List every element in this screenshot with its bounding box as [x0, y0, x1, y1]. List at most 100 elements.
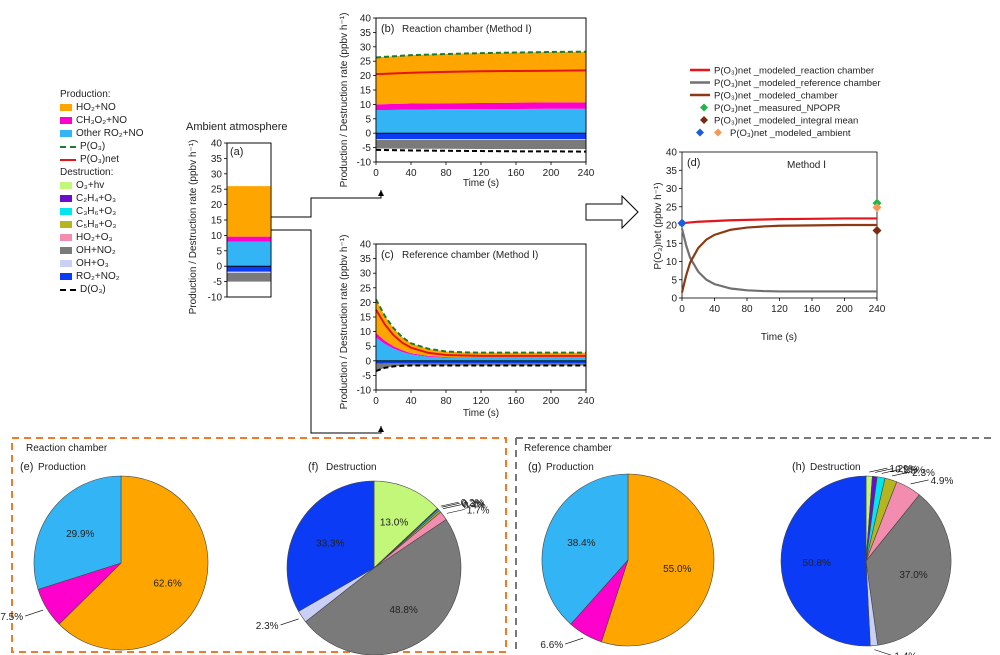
- legend-destruction-item: OH+NO₂: [60, 244, 180, 257]
- y-tick-label: -5: [362, 371, 371, 382]
- area-series: [376, 51, 586, 105]
- pie-charts: (e) Production 62.6% 7.5% 29.9% (f) Destructio…: [0, 461, 953, 655]
- p-o3-net-line: [375, 309, 586, 357]
- panel-title: Method Ⅰ: [787, 160, 826, 171]
- y-tick-label: -10: [208, 293, 223, 304]
- area-series: [376, 363, 586, 372]
- x-tick-label: 0: [373, 168, 379, 179]
- legend-destruction-swatch: [60, 288, 76, 291]
- legend-destruction-swatch: [60, 221, 72, 228]
- legend-production-item: HO₂+NO: [60, 101, 180, 114]
- legend-production-swatch: [60, 145, 76, 148]
- y-tick-label: 15: [360, 86, 372, 97]
- pie-value-label: 2.3%: [912, 468, 935, 479]
- panel-c: -10 -5 0 5 10 15 20 25 30 35 40 0 40 80 120 160 200 240 (c…: [357, 240, 595, 408]
- panel-label: (c): [381, 249, 394, 261]
- section-reaction-title: Reaction chamber: [26, 443, 108, 454]
- x-tick-label: 160: [508, 396, 525, 407]
- pie-panel-label: (e): [20, 461, 33, 473]
- y-tick-label: 10: [360, 100, 372, 111]
- pie-slice: [373, 480, 438, 569]
- y-tick-label: 25: [211, 185, 223, 196]
- line-series: [681, 217, 877, 225]
- legend-label: P(O₃)net _modeled_reaction chamber: [714, 66, 874, 77]
- legend-production-item: Other RO₂+NO: [60, 127, 180, 140]
- line-series: [680, 223, 877, 293]
- x-tick-label: 120: [771, 304, 788, 315]
- legend-diamond: [714, 128, 722, 137]
- legend-diamond: [700, 103, 708, 112]
- legend-production-swatch: [60, 104, 72, 111]
- area-series: [376, 133, 586, 139]
- y-tick-label: 35: [360, 254, 372, 265]
- pie-value-label: 29.9%: [66, 529, 94, 540]
- line-series: [680, 228, 877, 293]
- plot-frame: [375, 243, 587, 391]
- panel-title: Reference chamber (Method Ⅰ): [402, 250, 538, 261]
- area-series: [376, 299, 586, 358]
- area-series: [376, 138, 586, 140]
- y-tick-label: 5: [365, 114, 371, 125]
- pie-leader-line: [869, 467, 888, 473]
- y-tick-label: 5: [216, 246, 222, 257]
- y-tick-label: 5: [365, 342, 371, 353]
- pie-slice: [780, 475, 871, 647]
- plot-frame-top: [375, 243, 587, 391]
- pie-value-label: 55.0%: [663, 564, 691, 575]
- pie-title: Destruction: [810, 462, 861, 473]
- y-tick-label: 20: [211, 200, 223, 211]
- panel-b-ylabel: Production / Destruction rate (ppbv h⁻¹): [339, 13, 350, 188]
- panel-b: -10 -5 0 5 10 15 20 25 30 35 40 0 40 80 120 160 200 240 (b…: [357, 14, 595, 180]
- x-tick-label: 0: [373, 396, 379, 407]
- legend-label: P(O₃)net _modeled_reference chamber: [714, 78, 881, 89]
- pie-leader-line: [440, 501, 459, 507]
- y-tick-label: -10: [357, 386, 372, 397]
- area-series: [376, 102, 586, 111]
- y-tick-label: 40: [666, 148, 678, 159]
- pie-slice: [286, 480, 375, 612]
- d-o3-line: [375, 364, 586, 372]
- pie-value-label: 48.8%: [389, 605, 417, 616]
- legend-destruction-label: OH+NO₂: [76, 245, 116, 256]
- legend-destruction-swatch: [60, 208, 72, 215]
- marker-point: [872, 225, 882, 235]
- legend-production-label: CH₃O₂+NO: [76, 115, 128, 126]
- y-tick-label: 15: [211, 216, 223, 227]
- main-legend: Production: HO₂+NO CH₃O₂+NO Other RO₂+NO P(…: [60, 88, 180, 296]
- y-tick-label: -5: [362, 143, 371, 154]
- legend-label: P(O₃)net _modeled_chamber: [714, 91, 838, 102]
- legend-production-label: HO₂+NO: [76, 102, 116, 113]
- area-series: [376, 139, 586, 150]
- pie-leader-line: [565, 637, 584, 645]
- legend-destruction-label: O₃+hv: [76, 180, 105, 191]
- area-series: [376, 337, 586, 361]
- pie-value-label: 62.6%: [153, 578, 181, 589]
- y-tick-label: 15: [666, 239, 678, 250]
- panel-b-xlabel: Time (s): [463, 178, 499, 189]
- marker-point: [677, 218, 687, 228]
- legend-destruction-item: OH+O₃: [60, 257, 180, 270]
- pie-slice: [865, 494, 952, 646]
- y-tick-label: 40: [360, 14, 372, 25]
- pie-leader-line: [441, 502, 460, 508]
- pie-slice: [601, 473, 715, 647]
- x-tick-label: 240: [869, 304, 886, 315]
- legend-destruction-item: RO₂+NO₂: [60, 270, 180, 283]
- x-tick-label: 200: [543, 396, 560, 407]
- y-tick-label: 10: [666, 257, 678, 268]
- pie-title: Production: [546, 462, 594, 473]
- legend-destruction-swatch: [60, 273, 72, 280]
- legend-diamond: [696, 128, 704, 137]
- p-o3-line: [375, 299, 586, 354]
- pie-leader-line: [874, 649, 892, 655]
- legend-destruction-label: OH+O₃: [76, 258, 109, 269]
- panel-a-ylabel: Production / Destruction rate (ppbv h⁻¹): [188, 140, 199, 315]
- pie-leader-line: [875, 468, 894, 473]
- y-tick-label: 25: [360, 283, 372, 294]
- bar-segment: [227, 186, 271, 237]
- legend-destruction-label: HO₂+O₃: [76, 232, 113, 243]
- x-tick-label: 120: [473, 396, 490, 407]
- arrow-to-c: [271, 229, 384, 434]
- pie-title: Destruction: [326, 462, 377, 473]
